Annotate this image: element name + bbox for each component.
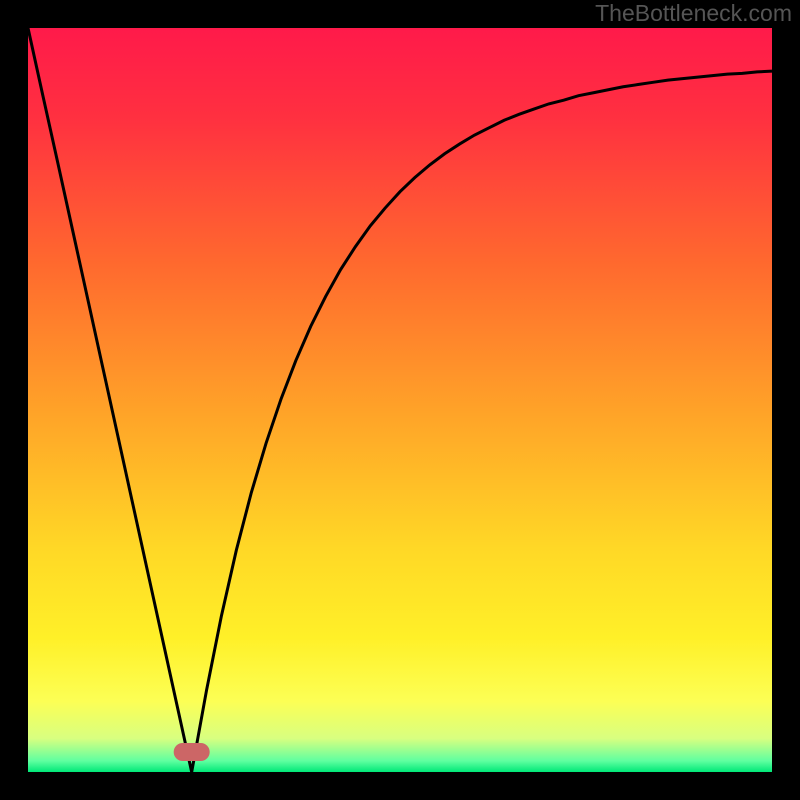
chart-container: TheBottleneck.com [0, 0, 800, 800]
chart-background [28, 28, 772, 772]
bottleneck-chart [0, 0, 800, 800]
optimal-point-marker [174, 743, 210, 761]
